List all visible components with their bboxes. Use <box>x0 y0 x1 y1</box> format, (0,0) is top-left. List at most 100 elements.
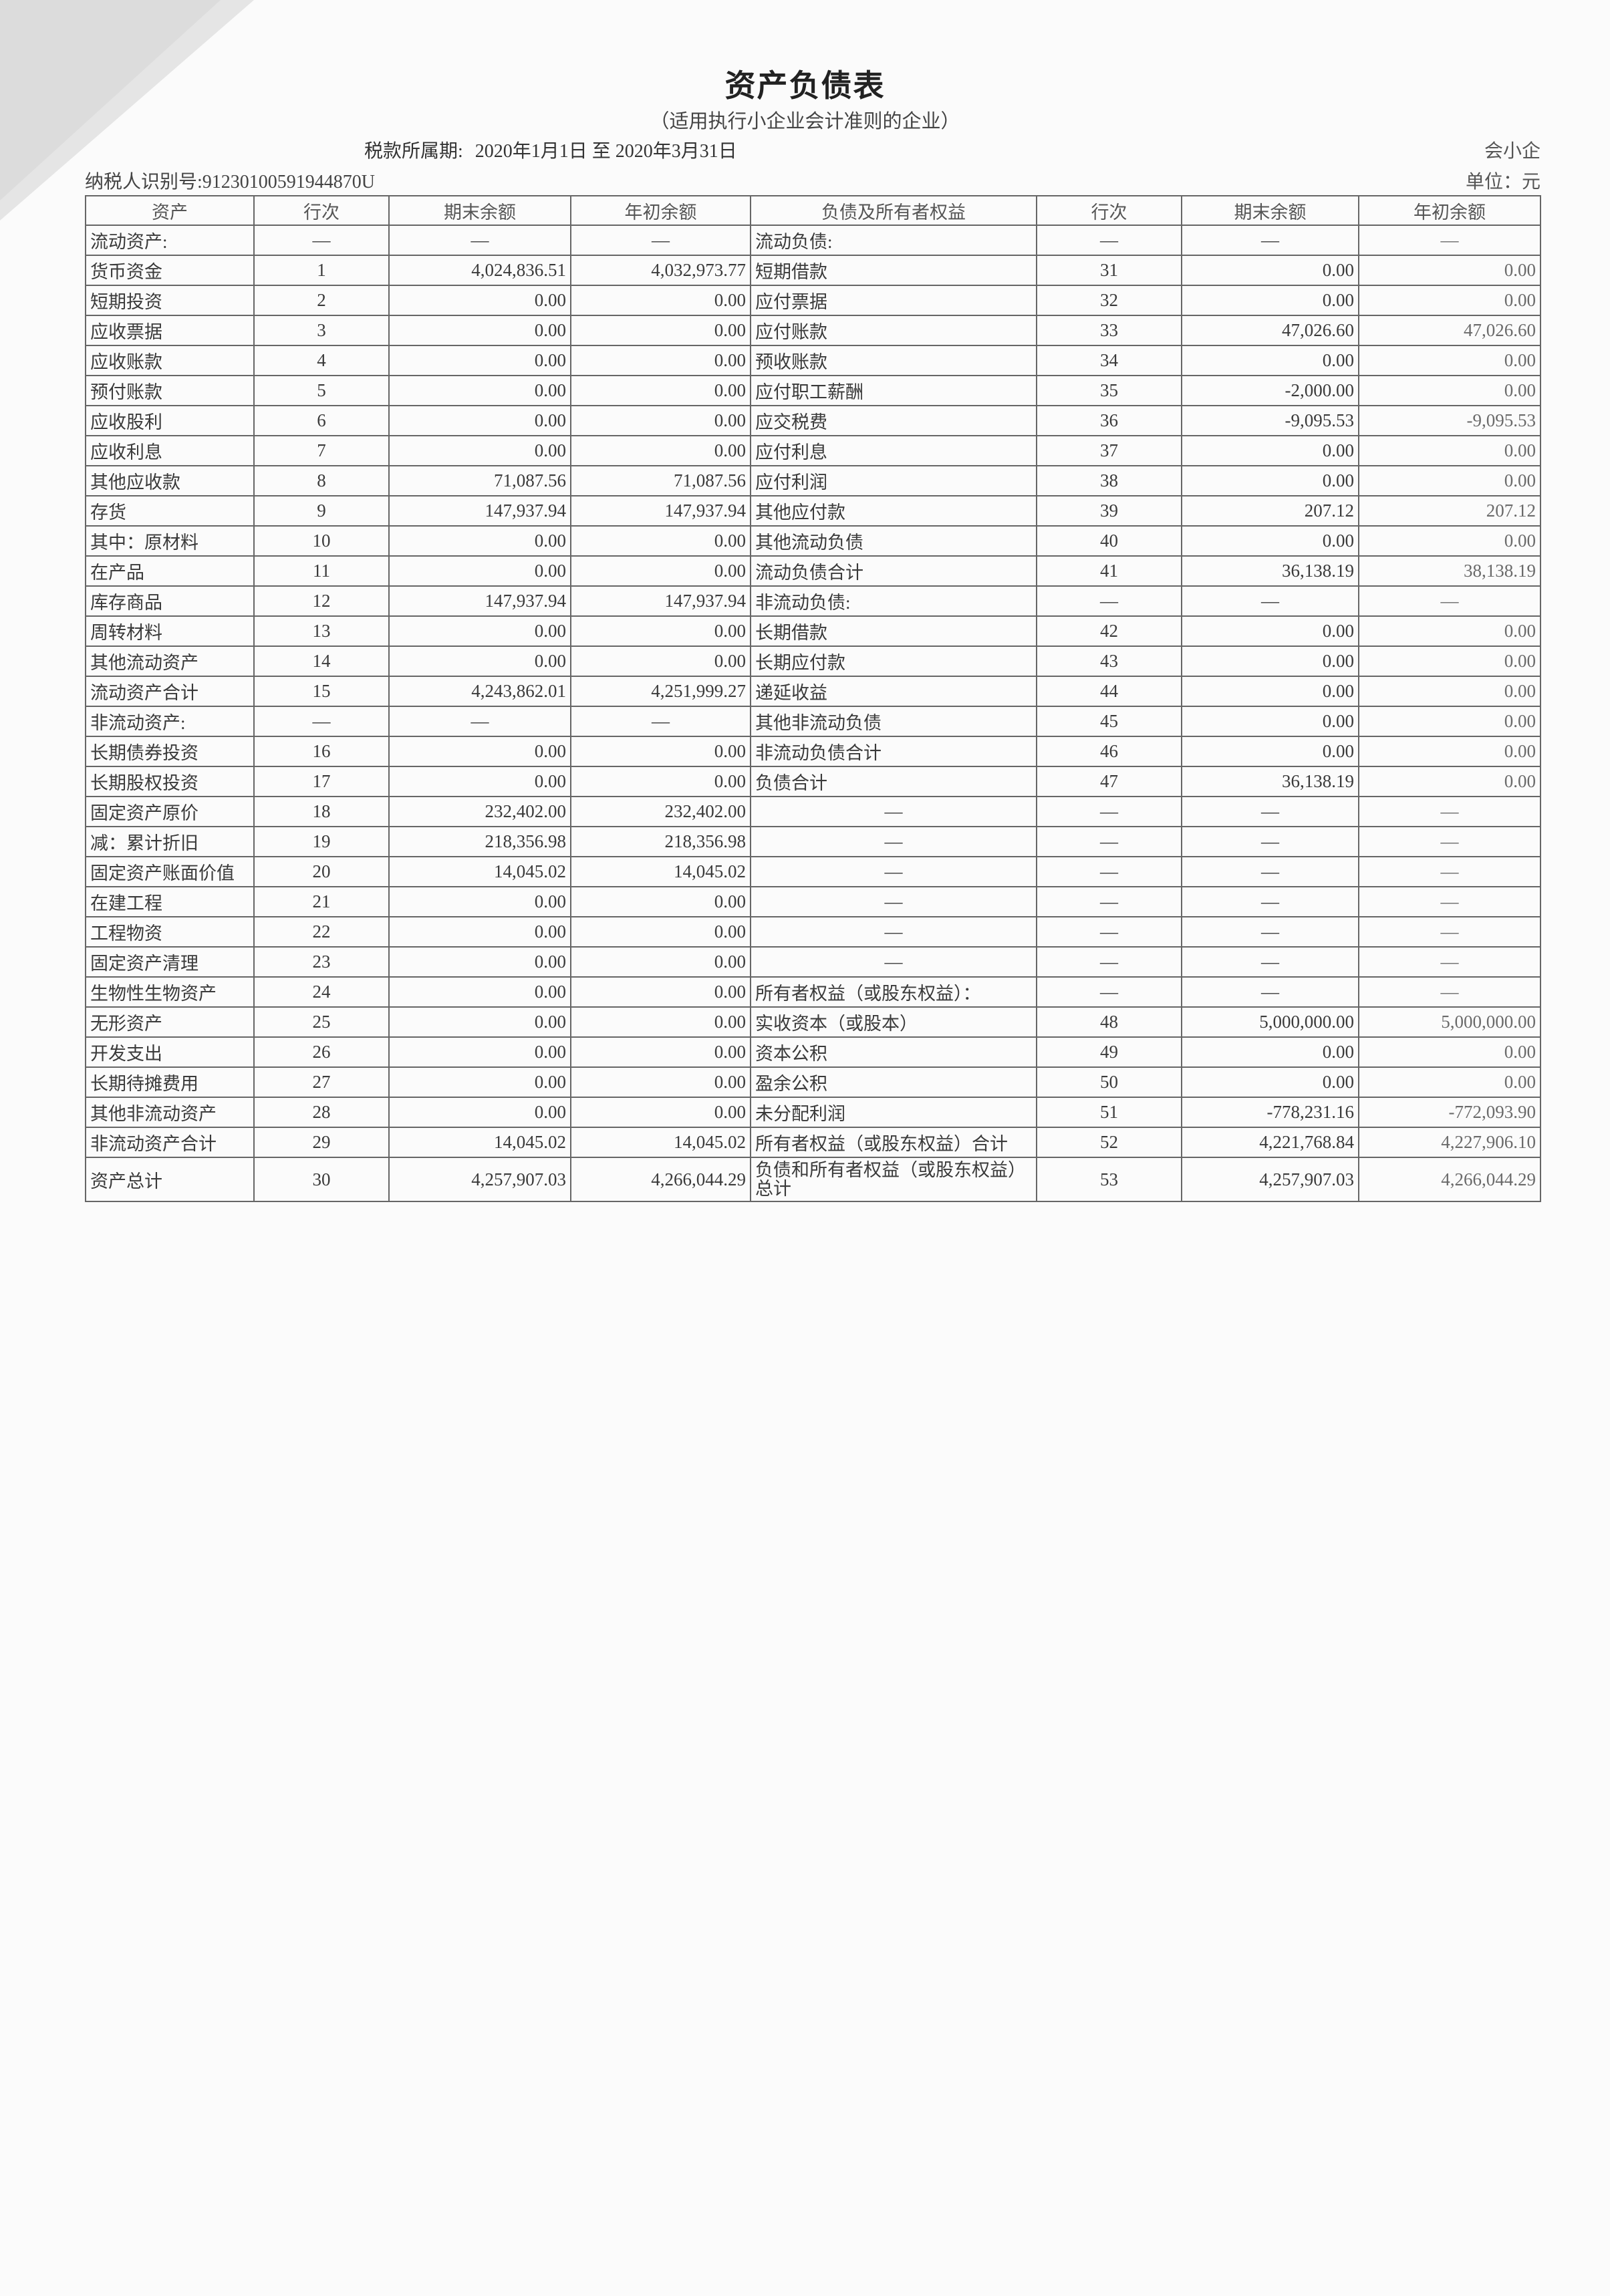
table-row: 其他流动资产 14 0.00 0.00 长期应付款 43 0.00 0.00 <box>85 645 1541 677</box>
liability-opening-balance: 0.00 <box>1358 525 1541 557</box>
liability-opening-balance: 0.00 <box>1358 645 1541 677</box>
table-row: 非流动资产合计 29 14,045.02 14,045.02 所有者权益（或股东权益）合… <box>85 1127 1541 1158</box>
table-row: 无形资产 25 0.00 0.00 实收资本（或股本） 48 5,000,000.00 5,0… <box>85 1006 1541 1038</box>
liability-opening-balance: — <box>1358 946 1541 978</box>
liability-name: 负债合计 <box>750 766 1037 797</box>
asset-name: 其他非流动资产 <box>85 1097 255 1128</box>
liability-opening-balance: 0.00 <box>1358 676 1541 707</box>
table-row: 固定资产原价 18 232,402.00 232,402.00— — — — <box>85 796 1541 827</box>
table-row: 资产总计 30 4,257,907.03 4,266,044.29 负债和所有者权益（或… <box>85 1157 1541 1202</box>
liability-name: 其他非流动负债 <box>750 706 1037 737</box>
asset-opening-balance: 4,251,999.27 <box>570 676 751 707</box>
asset-closing-balance: 232,402.00 <box>388 796 571 827</box>
liability-name: — <box>750 886 1037 917</box>
asset-name: 周转材料 <box>85 615 255 647</box>
liability-opening-balance: — <box>1358 826 1541 857</box>
asset-closing-balance: 0.00 <box>388 525 571 557</box>
asset-line-no: 12 <box>253 585 390 617</box>
asset-name: 固定资产账面价值 <box>85 856 255 887</box>
asset-name: 工程物资 <box>85 916 255 948</box>
liability-closing-balance: 5,000,000.00 <box>1181 1006 1359 1038</box>
asset-closing-balance: 0.00 <box>388 766 571 797</box>
table-row: 应收利息 7 0.00 0.00 应付利息 37 0.00 0.00 <box>85 435 1541 466</box>
asset-closing-balance: 0.00 <box>388 1097 571 1128</box>
liability-line-no: 45 <box>1036 706 1182 737</box>
asset-opening-balance: 0.00 <box>570 1097 751 1128</box>
liability-name: 负债和所有者权益（或股东权益）总计 <box>750 1157 1037 1202</box>
asset-name: 流动资产合计 <box>85 676 255 707</box>
asset-name: 其中：原材料 <box>85 525 255 557</box>
liability-opening-balance: 0.00 <box>1358 465 1541 496</box>
table-row: 在建工程 21 0.00 0.00— — — — <box>85 886 1541 917</box>
liability-name: 长期应付款 <box>750 645 1037 677</box>
asset-opening-balance: 0.00 <box>570 375 751 406</box>
asset-name: 存货 <box>85 495 255 527</box>
liability-line-no: — <box>1036 585 1182 617</box>
header-closing-balance-right: 期末余额 <box>1181 195 1359 226</box>
table-row: 其中：原材料 10 0.00 0.00 其他流动负债 40 0.00 0.00 <box>85 525 1541 557</box>
liability-line-no: 36 <box>1036 405 1182 436</box>
asset-opening-balance: 0.00 <box>570 285 751 316</box>
asset-line-no: 1 <box>253 255 390 286</box>
liability-name: 长期借款 <box>750 615 1037 647</box>
liability-closing-balance: 0.00 <box>1181 645 1359 677</box>
liability-name: 所有者权益（或股东权益）： <box>750 976 1037 1008</box>
liability-name: 其他流动负债 <box>750 525 1037 557</box>
asset-opening-balance: — <box>570 225 751 256</box>
liability-name: 未分配利润 <box>750 1097 1037 1128</box>
table-row: 减：累计折旧 19 218,356.98 218,356.98— — — — <box>85 826 1541 857</box>
liability-closing-balance: — <box>1181 946 1359 978</box>
liability-closing-balance: 0.00 <box>1181 1066 1359 1098</box>
liability-name: 非流动负债: <box>750 585 1037 617</box>
liability-name: 实收资本（或股本） <box>750 1006 1037 1038</box>
asset-closing-balance: 0.00 <box>388 736 571 767</box>
asset-opening-balance: 4,032,973.77 <box>570 255 751 286</box>
page-fold-corner <box>0 0 254 221</box>
liability-closing-balance: — <box>1181 886 1359 917</box>
asset-opening-balance: 0.00 <box>570 1066 751 1098</box>
liability-closing-balance: — <box>1181 856 1359 887</box>
liability-opening-balance: 4,266,044.29 <box>1358 1157 1541 1202</box>
liability-name: 短期借款 <box>750 255 1037 286</box>
liability-name: — <box>750 916 1037 948</box>
asset-opening-balance: 14,045.02 <box>570 1127 751 1158</box>
asset-closing-balance: 218,356.98 <box>388 826 571 857</box>
header-line-no: 行次 <box>253 195 390 226</box>
liability-opening-balance: 0.00 <box>1358 255 1541 286</box>
liability-line-no: — <box>1036 976 1182 1008</box>
liability-opening-balance: 207.12 <box>1358 495 1541 527</box>
table-row: 生物性生物资产 24 0.00 0.00 所有者权益（或股东权益）： — — — <box>85 976 1541 1008</box>
liability-closing-balance: -9,095.53 <box>1181 405 1359 436</box>
liability-opening-balance: 0.00 <box>1358 375 1541 406</box>
asset-name: 生物性生物资产 <box>85 976 255 1008</box>
asset-line-no: 4 <box>253 345 390 376</box>
table-row: 长期股权投资 17 0.00 0.00 负债合计 47 36,138.19 0.00 <box>85 766 1541 797</box>
table-row: 货币资金 1 4,024,836.51 4,032,973.77 短期借款 31 0.00 0… <box>85 255 1541 286</box>
liability-opening-balance: — <box>1358 886 1541 917</box>
asset-name: 开发支出 <box>85 1036 255 1068</box>
liability-line-no: 52 <box>1036 1127 1182 1158</box>
asset-opening-balance: 147,937.94 <box>570 495 751 527</box>
header-asset: 资产 <box>85 195 255 226</box>
liability-opening-balance: 0.00 <box>1358 706 1541 737</box>
table-row: 短期投资 2 0.00 0.00 应付票据 32 0.00 0.00 <box>85 285 1541 316</box>
table-row: 在产品 11 0.00 0.00 流动负债合计 41 36,138.19 38,138.19 <box>85 555 1541 587</box>
asset-line-no: 29 <box>253 1127 390 1158</box>
liability-name: 其他应付款 <box>750 495 1037 527</box>
table-row: 库存商品 12 147,937.94 147,937.94 非流动负债: — — — <box>85 585 1541 617</box>
asset-name: 短期投资 <box>85 285 255 316</box>
table-row: 预付账款 5 0.00 0.00 应付职工薪酬 35 -2,000.00 0.00 <box>85 375 1541 406</box>
liability-name: 应付利润 <box>750 465 1037 496</box>
asset-opening-balance: — <box>570 706 751 737</box>
asset-opening-balance: 14,045.02 <box>570 856 751 887</box>
asset-line-no: 18 <box>253 796 390 827</box>
asset-name: 长期股权投资 <box>85 766 255 797</box>
table-row: 长期待摊费用 27 0.00 0.00 盈余公积 50 0.00 0.00 <box>85 1066 1541 1098</box>
liability-name: 应付账款 <box>750 315 1037 346</box>
liability-line-no: 31 <box>1036 255 1182 286</box>
asset-line-no: 14 <box>253 645 390 677</box>
asset-opening-balance: 0.00 <box>570 1036 751 1068</box>
liability-name: 应交税费 <box>750 405 1037 436</box>
liability-line-no: — <box>1036 225 1182 256</box>
liability-closing-balance: 0.00 <box>1181 285 1359 316</box>
